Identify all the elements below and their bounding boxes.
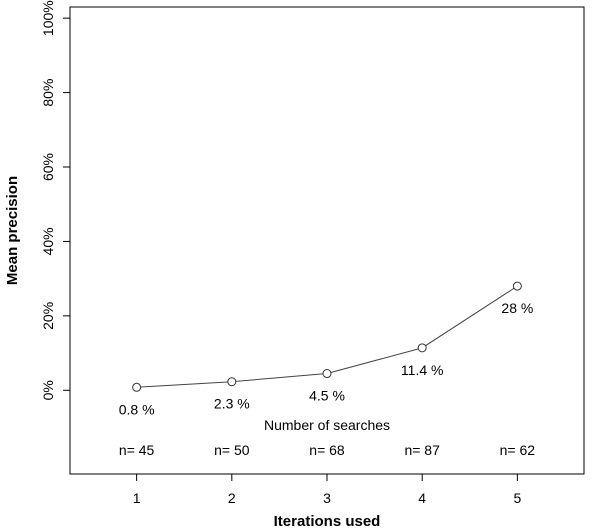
y-tick-label: 40%: [40, 227, 56, 255]
searches-count-label: n= 62: [500, 442, 536, 458]
searches-count-label: n= 68: [309, 442, 345, 458]
searches-count-label: n= 50: [214, 442, 250, 458]
x-axis: 1 2 3 4 5: [133, 474, 521, 506]
series-line: [132, 281, 522, 392]
annotations: 0.8 % n= 45 2.3 % n= 50 4.5 % n= 68 11.4 % n= 8…: [119, 300, 536, 458]
x-tick-label: 4: [418, 490, 426, 506]
searches-count-label: n= 87: [404, 442, 440, 458]
y-axis-label: Mean precision: [4, 176, 21, 285]
data-point: [417, 343, 427, 353]
y-tick-label: 80%: [40, 79, 56, 107]
data-point: [322, 369, 332, 379]
x-tick-label: 3: [323, 490, 331, 506]
x-axis-label: Iterations used: [274, 513, 381, 530]
x-tick-label: 2: [228, 490, 236, 506]
y-tick-label: 60%: [40, 153, 56, 181]
data-label: 28 %: [501, 300, 533, 316]
y-tick-label: 100%: [40, 0, 56, 36]
y-tick-label: 20%: [40, 302, 56, 330]
y-axis: 0% 20% 40% 60% 80% 100%: [40, 0, 71, 400]
data-label: 0.8 %: [119, 401, 155, 417]
data-point: [227, 377, 237, 387]
data-label: 11.4 %: [401, 362, 444, 378]
searches-count-label: n= 45: [119, 442, 155, 458]
data-point: [132, 382, 142, 392]
data-label: 4.5 %: [309, 388, 345, 404]
data-label: 2.3 %: [214, 396, 250, 412]
x-tick-label: 1: [133, 490, 141, 506]
data-point: [512, 281, 522, 291]
number-of-searches-label: Number of searches: [264, 417, 390, 433]
y-tick-label: 0%: [40, 380, 56, 400]
x-tick-label: 5: [513, 490, 521, 506]
